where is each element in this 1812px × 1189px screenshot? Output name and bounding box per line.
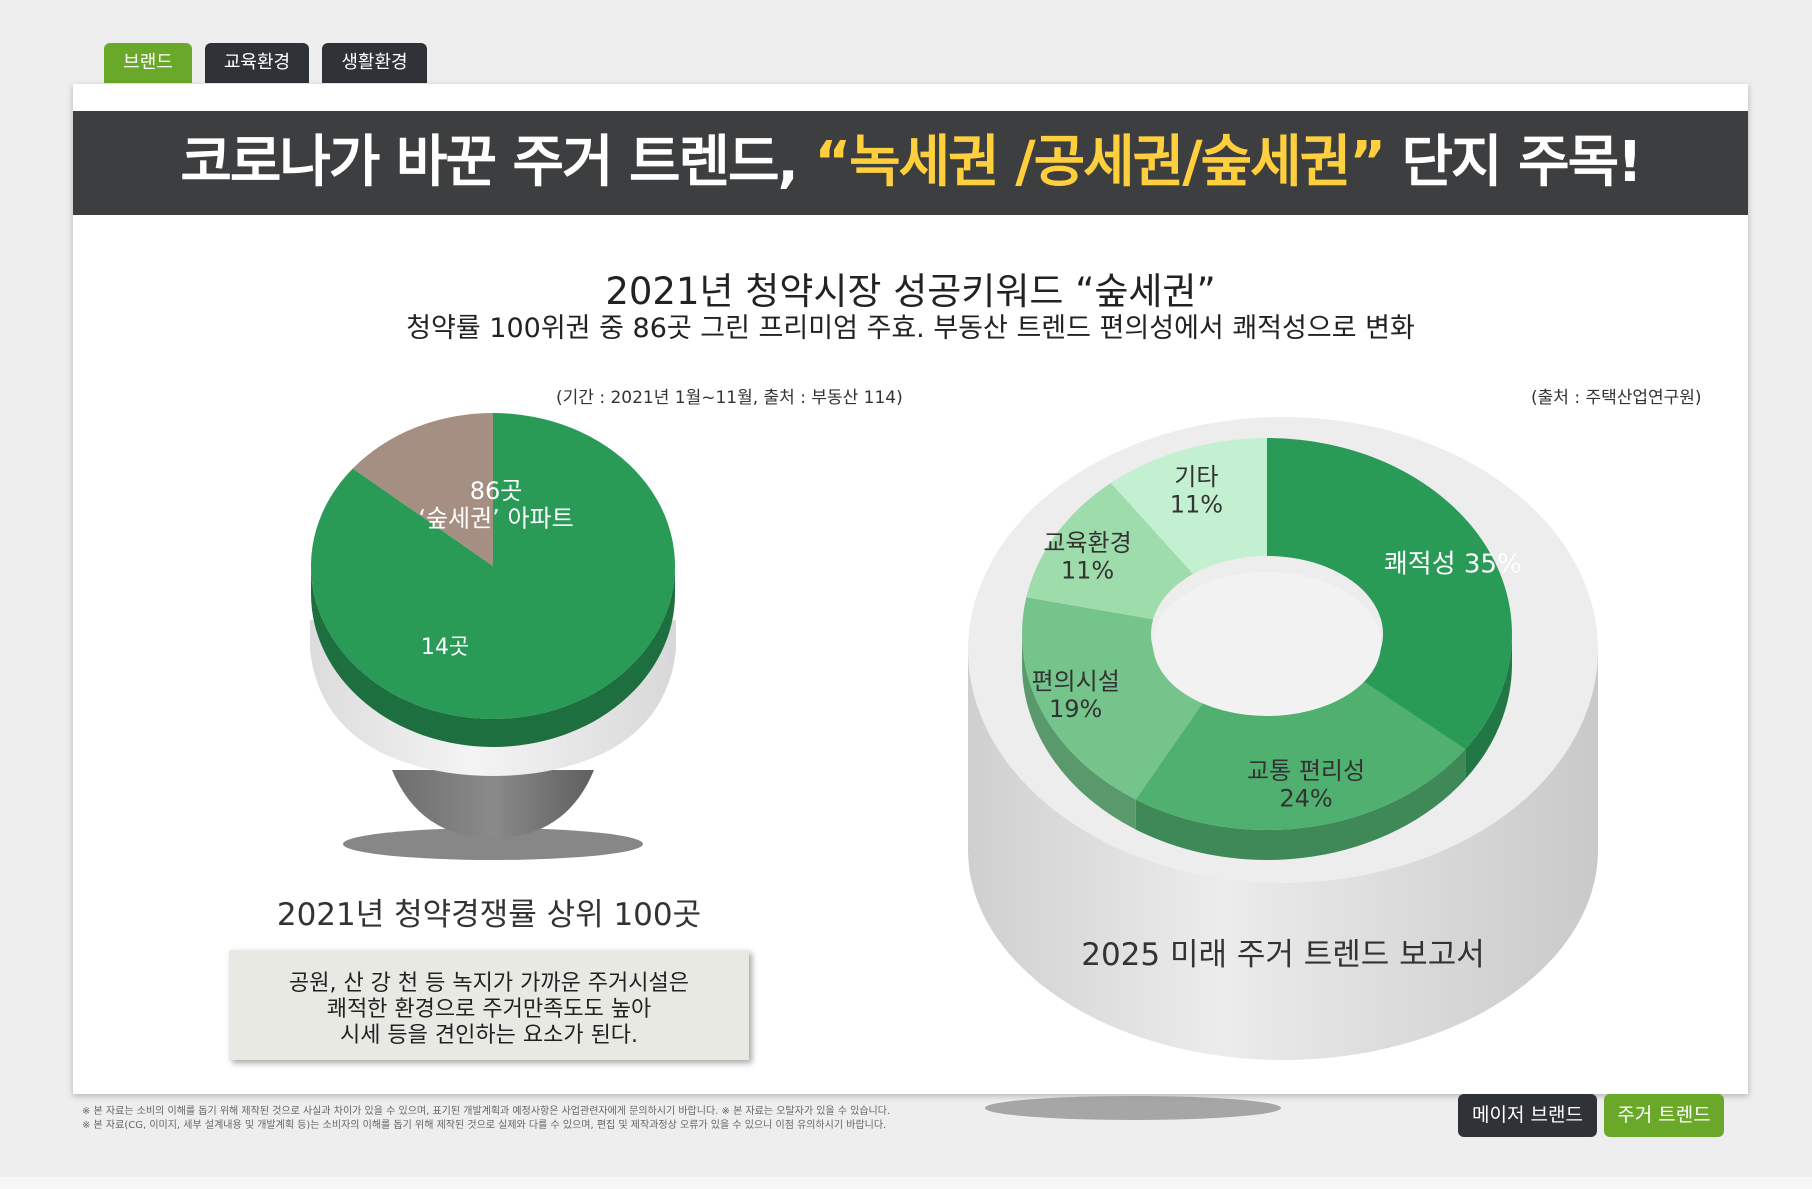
left-base (392, 770, 594, 838)
source-right: (출처 : 주택산업연구원) (1531, 388, 1702, 408)
right-donut-slice (1135, 679, 1466, 830)
right-donut-side (1465, 634, 1512, 780)
right-donut: 쾌적성 35% 교통 편리성 24% 편의시설 19% 교육환경 11% 기타 11% (1022, 438, 1522, 860)
right-donut-slice (1267, 438, 1512, 750)
tab-education[interactable]: 교육환경 (205, 43, 309, 83)
left-shadow (343, 828, 643, 860)
right-donut-label: 쾌적성 35% (1384, 550, 1522, 580)
banner-highlight: “녹세권 /공세권/숲세권” (814, 130, 1386, 195)
bottom-edge (0, 1177, 1812, 1189)
tab-living[interactable]: 생활환경 (322, 43, 427, 83)
note-line: 시세 등을 견인하는 요소가 된다. (339, 1023, 639, 1048)
note-box: 공원, 산 강 천 등 녹지가 가까운 주거시설은 쾌적한 환경으로 주거만족도… (229, 950, 749, 1060)
footnote: ※ 본 자료는 소비의 이해를 돕기 위해 제작된 것으로 사실과 차이가 있을… (82, 1106, 891, 1117)
headline: 2021년 청약시장 성공키워드 “숲세권” (605, 270, 1216, 313)
left-pie-slice (352, 413, 493, 566)
right-chart-caption: 2025 미래 주거 트렌드 보고서 (1081, 937, 1485, 973)
page-banner: 코로나가 바꾼 주거 트렌드, “녹세권 /공세권/숲세권” 단지 주목! (73, 111, 1748, 215)
footnote: ※ 본 자료(CG, 이미지, 세부 설계내용 및 개발계획 등)는 소비자의 … (82, 1120, 887, 1131)
right-donut-label: 기타 11% (1170, 463, 1223, 519)
banner-text-1: 코로나가 바꾼 주거 트렌드, (180, 130, 815, 195)
left-pie-side (311, 566, 675, 747)
note-line: 공원, 산 강 천 등 녹지가 가까운 주거시설은 (288, 971, 690, 996)
right-shadow (985, 1096, 1281, 1120)
housing-trend-button[interactable]: 주거 트렌드 (1604, 1094, 1724, 1137)
left-pie-label: 14곳 (421, 635, 469, 660)
banner-text-2: 단지 주목! (1384, 130, 1643, 195)
right-donut-side (1022, 634, 1136, 830)
right-donut-label: 교통 편리성 24% (1247, 757, 1365, 813)
right-donut-side (1135, 749, 1466, 860)
subheadline: 청약률 100위권 중 86곳 그린 프리미엄 주효. 부동산 트렌드 편의성에… (406, 313, 1415, 344)
right-donut-slice (1022, 597, 1205, 800)
note-line: 쾌적한 환경으로 주거만족도도 높아 (326, 997, 652, 1022)
right-donut-slice (1110, 438, 1267, 574)
source-left: (기간 : 2021년 1월~11월, 출처 : 부동산 114) (556, 388, 903, 408)
right-donut-hole (1153, 572, 1381, 716)
left-pie: 86곳 ‘숲세권’ 아파트 14곳 (311, 413, 675, 747)
tab-brand[interactable]: 브랜드 (104, 43, 192, 83)
left-pie-label: 86곳 ‘숲세권’ 아파트 (418, 477, 573, 533)
major-brand-button[interactable]: 메이저 브랜드 (1458, 1094, 1597, 1137)
right-donut-label: 교육환경 11% (1043, 529, 1131, 585)
right-donut-slice (1026, 482, 1194, 620)
right-donut-label: 편의시설 19% (1031, 668, 1119, 724)
left-chart-caption: 2021년 청약경쟁률 상위 100곳 (276, 897, 702, 933)
